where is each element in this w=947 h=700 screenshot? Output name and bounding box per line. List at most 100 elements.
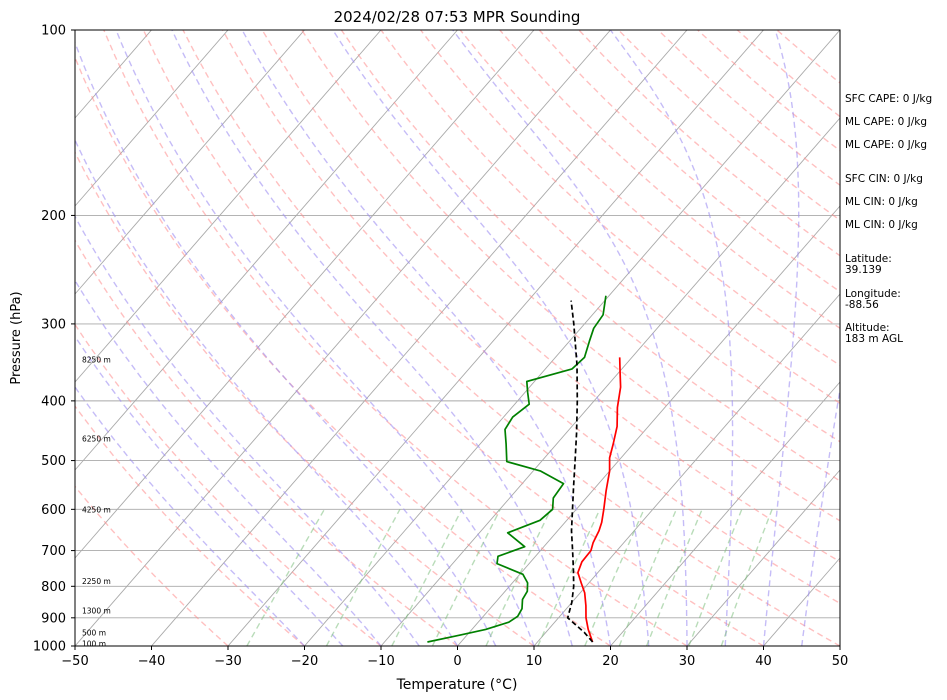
parcel-trace [566,300,594,643]
height-label: 500 m [82,628,106,637]
mixing-ratio-line [720,509,773,646]
longitude-value: -88.56 [845,299,879,311]
height-label: 2250 m [82,577,111,586]
x-tick-label: −30 [214,654,241,669]
altitude-value: 183 m AGL [845,333,903,345]
x-tick-label: 0 [453,654,461,669]
moist-adiabat [332,30,650,646]
dry-adiabat [261,30,840,563]
moist-adiabat [75,138,459,646]
isotherm-line [610,381,840,646]
moist-adiabat [609,30,734,646]
isotherm-line [75,30,382,383]
x-tick-label: 40 [755,654,772,669]
sounding-series [427,295,622,643]
moist-adiabat [75,385,305,646]
dry-adiabat [75,150,535,646]
height-label: 1300 m [82,606,111,615]
x-tick-label: −10 [367,654,394,669]
dry-adiabat [75,55,611,646]
y-axis-label: Pressure (hPa) [9,291,24,384]
x-tick-label: −40 [138,654,165,669]
isotherm-line [75,30,611,646]
mixing-ratio-line [645,509,703,646]
y-tick-label: 1000 [33,640,66,655]
latitude-value: 39.139 [845,264,882,276]
isotherm-line [457,205,840,646]
moist-adiabat [75,335,344,646]
isotherm-line [533,293,840,646]
isotherm-line [304,30,840,646]
dry-adiabat [75,485,229,646]
x-tick-label: 50 [832,654,849,669]
isotherm-line [380,117,840,646]
moist-adiabat [452,30,688,646]
height-labels: 100 m 500 m 1300 m 2250 m 4250 m 6250 m 8250 m [82,356,111,649]
moist-adiabat [75,215,420,646]
dry-adiabat [75,404,305,646]
isotherm-line [75,30,305,295]
moist-adiabat [762,30,800,646]
latitude-label: Latitude: [845,253,892,265]
stat-sfc-cape: SFC CAPE: 0 J/kg [845,93,933,105]
isotherm-line [151,30,688,646]
y-tick-label: 400 [41,394,66,409]
dry-adiabat [459,30,840,367]
y-tick-label: 100 [41,24,66,39]
dry-adiabat [75,239,458,646]
stat-ml-cape: ML CAPE: 0 J/kg [845,116,928,128]
y-tick-label: 300 [41,317,66,332]
mixing-ratio-line [246,508,326,646]
height-label: 100 m [82,639,106,648]
height-label: 4250 m [82,505,111,514]
dewpoint-trace [427,295,607,643]
isotherm-line [75,30,535,559]
dry-adiabat [221,30,840,605]
isotherm-line [75,30,229,207]
temperature-trace [577,357,622,643]
isotherm-line [227,30,764,646]
axis-ticks: −50 −40 −30 −20 −10 0 10 20 30 40 50 100 200 300 400 50… [33,24,848,670]
x-tick-label: −20 [291,654,318,669]
longitude-label: Longitude: [845,288,901,300]
moist-adiabat [171,30,573,646]
x-tick-label: −50 [61,654,88,669]
mixing-ratio-line [584,509,645,646]
mixing-ratio-line [325,508,401,646]
y-tick-label: 700 [41,544,66,559]
x-tick-label: 20 [602,654,619,669]
dry-adiabat [301,30,840,522]
mixing-ratio-line [537,509,601,646]
stat-ml-cin: ML CIN: 0 J/kg [845,196,918,208]
height-label: 6250 m [82,434,111,443]
moist-adiabat [115,30,535,646]
stat-ml-cin-2: ML CIN: 0 J/kg [845,219,918,231]
reference-lines [75,30,840,646]
y-tick-label: 200 [41,209,66,224]
stat-sfc-cin: SFC CIN: 0 J/kg [845,173,923,185]
isotherm-line [75,30,458,471]
isotherm-line [686,469,840,646]
stat-ml-cape-2: ML CAPE: 0 J/kg [845,139,928,151]
y-tick-label: 600 [41,503,66,518]
dry-adiabat [103,30,688,646]
mixing-ratio-line [431,508,501,646]
moist-adiabat [241,30,612,646]
dry-adiabat [182,30,840,646]
moist-adiabat [801,385,840,646]
dry-adiabat [142,30,764,646]
chart-title: 2024/02/28 07:53 MPR Sounding [334,8,581,26]
height-label: 8250 m [82,356,111,365]
y-tick-label: 900 [41,611,66,626]
moist-adiabat [75,40,497,646]
x-tick-label: 30 [679,654,696,669]
dry-adiabat [538,30,840,293]
x-axis-label: Temperature (°C) [396,677,518,693]
x-tick-label: 10 [526,654,543,669]
y-tick-label: 800 [41,580,66,595]
mixing-ratio-line [618,509,678,646]
mixing-ratio-line [688,509,743,646]
y-tick-label: 500 [41,454,66,469]
altitude-label: Altitude: [845,322,890,334]
